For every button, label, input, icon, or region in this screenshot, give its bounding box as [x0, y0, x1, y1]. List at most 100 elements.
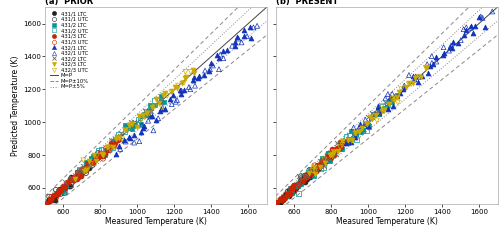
Point	[393, 95, 401, 99]
Point	[186, 87, 194, 91]
Point	[146, 114, 154, 118]
Point	[69, 179, 77, 182]
Point	[276, 205, 283, 209]
Point	[386, 99, 394, 103]
Point	[322, 157, 330, 161]
Point	[394, 95, 402, 98]
Point	[114, 135, 122, 139]
Point	[404, 81, 412, 85]
Point	[50, 194, 58, 198]
Point	[124, 128, 132, 132]
Point	[120, 123, 128, 127]
Point	[112, 141, 120, 145]
Point	[409, 74, 417, 78]
Point	[358, 128, 366, 132]
Point	[68, 176, 76, 180]
Point	[82, 160, 90, 164]
Point	[56, 189, 64, 193]
Point	[388, 100, 396, 104]
Point	[398, 87, 406, 91]
Point	[156, 100, 164, 104]
Point	[288, 191, 296, 194]
Point	[325, 155, 333, 159]
Point	[54, 192, 62, 196]
Point	[128, 127, 136, 131]
Point	[475, 15, 483, 19]
Point	[96, 155, 104, 158]
Point	[324, 157, 332, 161]
Point	[328, 154, 336, 158]
Point	[121, 128, 129, 132]
Point	[170, 93, 177, 97]
Point	[320, 161, 328, 165]
Point	[71, 175, 79, 179]
Point	[173, 98, 181, 102]
Point	[78, 169, 86, 172]
Point	[352, 135, 360, 138]
Y-axis label: Predicted Temperature (K): Predicted Temperature (K)	[11, 55, 20, 156]
Point	[46, 197, 54, 201]
Point	[300, 176, 308, 179]
Point	[448, 46, 456, 50]
Point	[478, 16, 486, 20]
Point	[74, 172, 82, 175]
Point	[290, 183, 298, 187]
Point	[296, 179, 304, 183]
Point	[162, 91, 170, 95]
Point	[388, 95, 396, 99]
Point	[286, 192, 294, 196]
Point	[369, 113, 377, 117]
Point	[168, 102, 176, 106]
Point	[348, 137, 356, 141]
Point	[415, 75, 423, 79]
Point	[94, 156, 102, 159]
Point	[121, 130, 129, 133]
Point	[287, 189, 295, 193]
Point	[68, 177, 76, 181]
Point	[87, 162, 95, 166]
Point	[306, 175, 314, 179]
Point	[342, 140, 350, 143]
Point	[356, 130, 364, 134]
Point	[54, 189, 62, 193]
Point	[68, 177, 76, 181]
Point	[112, 137, 120, 141]
Point	[172, 100, 180, 104]
Point	[88, 156, 96, 160]
Point	[57, 192, 65, 196]
Point	[332, 147, 340, 151]
Point	[352, 132, 360, 136]
Point	[320, 160, 328, 164]
Point	[304, 170, 312, 174]
Point	[412, 76, 420, 80]
Point	[94, 153, 102, 157]
Point	[89, 159, 97, 163]
Point	[306, 174, 314, 178]
Point	[384, 108, 392, 111]
Point	[60, 191, 68, 195]
Point	[146, 111, 154, 115]
Point	[326, 153, 334, 157]
Point	[288, 191, 296, 195]
Point	[98, 154, 106, 157]
Point	[294, 183, 302, 186]
Point	[158, 106, 166, 110]
Point	[158, 106, 166, 110]
Point	[299, 179, 307, 183]
Point	[180, 88, 188, 92]
Point	[380, 108, 388, 112]
Point	[388, 97, 396, 101]
Point	[315, 163, 323, 167]
Point	[195, 74, 203, 78]
Point	[52, 196, 60, 200]
Point	[110, 144, 118, 147]
Point	[156, 107, 164, 110]
Point	[78, 164, 86, 168]
Point	[66, 182, 74, 186]
Point	[83, 167, 91, 170]
Point	[272, 201, 280, 204]
Point	[426, 64, 434, 68]
Point	[181, 77, 189, 80]
Point	[373, 111, 381, 115]
Point	[89, 155, 97, 158]
